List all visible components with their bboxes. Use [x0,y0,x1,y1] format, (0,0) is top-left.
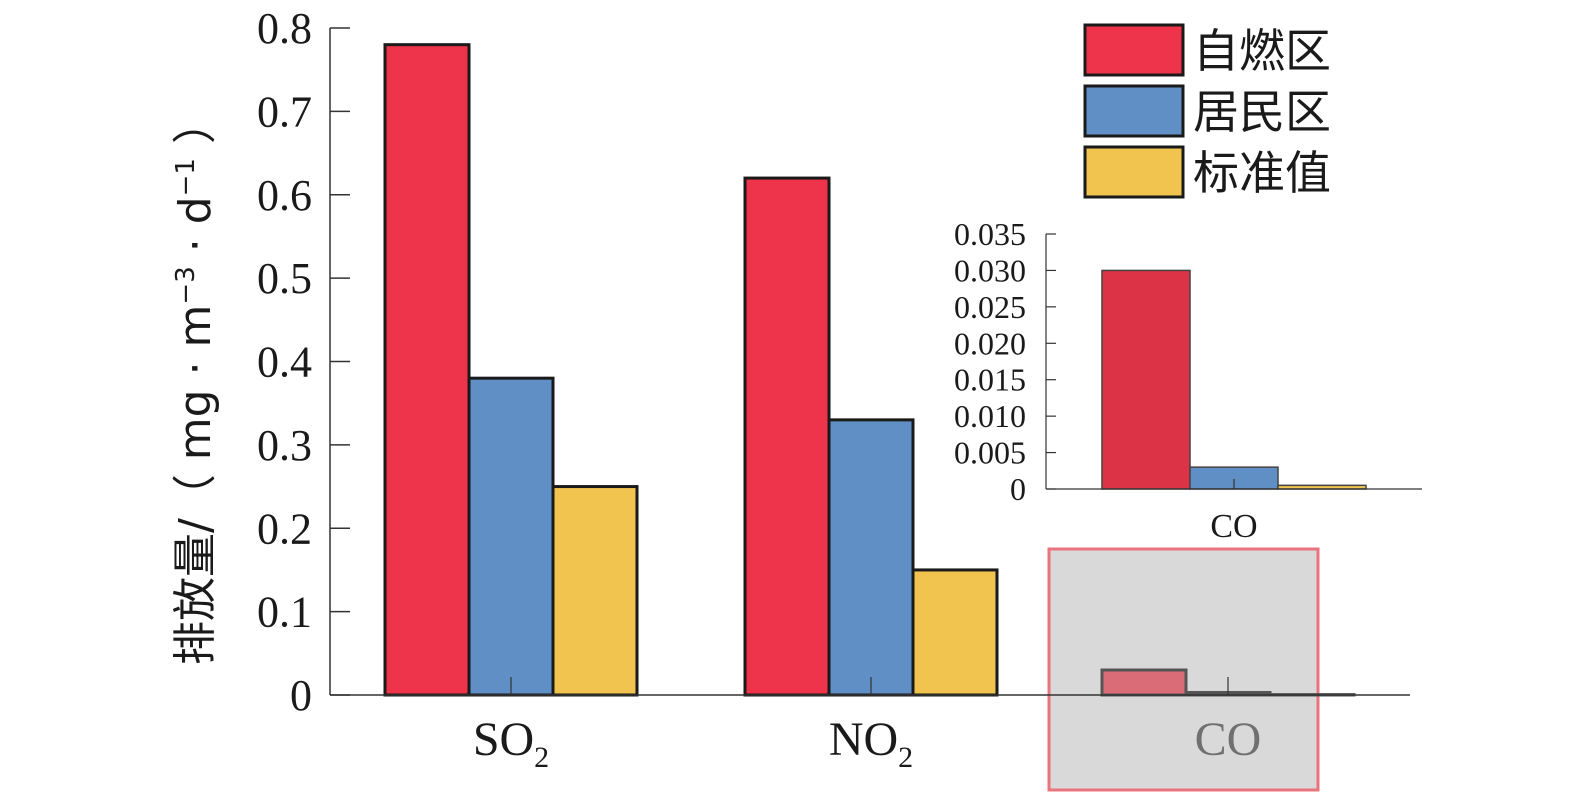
legend-label-1: 居民区 [1193,85,1331,139]
x-tick-label-main: CO [1195,713,1262,766]
y-tick-label: 0.7 [257,87,312,136]
inset-y-tick-label: 0.035 [954,216,1026,252]
legend-swatch-0 [1083,23,1185,77]
bar-no2-series-2 [911,568,999,697]
legend-label-0: 自燃区 [1193,24,1331,78]
bar-no2-series-0 [743,176,831,697]
y-tick-label: 0.3 [257,421,312,470]
legend-label-2: 标准值 [1193,146,1331,200]
inset-y-tick-label: 0.005 [954,435,1026,471]
bar-so2-series-0 [383,43,471,697]
y-tick-label: 0.6 [257,171,312,220]
y-tick-label: 0.5 [257,254,312,303]
x-tick-label-main: SO [473,713,534,766]
inset-y-tick-label: 0 [1010,471,1026,507]
x-tick-label-subscript: 2 [898,741,913,774]
bar-co-series-0 [1100,668,1188,697]
y-axis-label-middle: · d [170,196,221,266]
x-tick-label-subscript: 2 [534,741,549,774]
y-tick-label: 0 [290,671,312,720]
y-axis-label-suffix: ） [170,100,221,158]
y-axis-label-prefix: 排放量/（ mg · m [170,305,221,665]
legend-swatch-2 [1083,145,1185,199]
x-tick-label-so2: SO2 [473,713,549,774]
inset-bar-co-series-0 [1101,269,1191,490]
inset-y-tick-label: 0.030 [954,252,1026,288]
bar-so2-series-2 [551,485,639,697]
x-tick-label-co: CO [1195,713,1262,766]
bar-so2-series-1 [467,376,555,697]
inset-x-tick-label: CO [1210,508,1257,545]
y-axis-label-sup1: −3 [171,266,201,304]
y-tick-label: 0.1 [257,588,312,637]
inset-y-tick-label: 0.020 [954,325,1026,361]
inset-y-tick-label: 0.015 [954,362,1026,398]
y-axis-label: 排放量/（ mg · m−3 · d−1 ） [170,100,221,665]
inset-y-tick-label: 0.025 [954,289,1026,325]
legend-swatch-1 [1083,84,1185,138]
x-tick-label-no2: NO2 [829,713,913,774]
x-tick-label-main: NO [829,713,898,766]
bar-no2-series-1 [827,418,915,697]
y-tick-label: 0.4 [257,338,312,387]
y-axis-label-sup2: −1 [171,158,201,196]
y-tick-label: 0.8 [257,4,312,53]
y-tick-label: 0.2 [257,504,312,553]
inset-y-tick-label: 0.010 [954,398,1026,434]
